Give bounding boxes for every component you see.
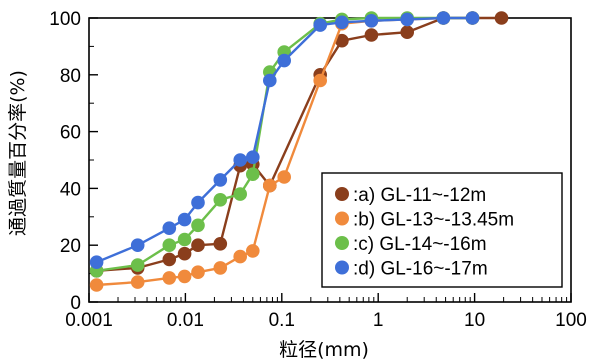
data-point (213, 193, 228, 207)
legend-marker (335, 211, 349, 226)
series-line (96, 16, 473, 264)
data-point (233, 153, 247, 167)
data-point (177, 269, 192, 284)
legend-marker (335, 187, 349, 201)
y-tick-label: 100 (49, 9, 81, 30)
x-tick-label: 0.001 (65, 310, 113, 331)
legend-label: :c) GL-14~-16m (353, 234, 487, 255)
legend-box (321, 172, 563, 288)
data-point (89, 255, 104, 269)
data-point (277, 170, 292, 184)
legend-label: :d) GL-16~-17m (353, 259, 488, 280)
y-axis-title: 通過質量百分率(%) (7, 70, 29, 236)
data-point (162, 221, 177, 235)
data-point (263, 73, 277, 88)
data-point (191, 265, 205, 280)
series-d (89, 11, 480, 269)
data-point (436, 11, 451, 25)
x-tick-label: 100 (555, 310, 587, 331)
data-point (263, 178, 277, 193)
data-point (277, 53, 292, 68)
data-point (246, 150, 260, 164)
data-point (162, 252, 177, 267)
data-point (494, 11, 509, 25)
legend-label: :a) GL-11~-12m (353, 185, 486, 206)
y-tick-label: 20 (60, 236, 81, 257)
x-tick-label: 0.01 (167, 310, 204, 331)
data-point (335, 15, 349, 30)
data-point (177, 212, 192, 227)
legend-marker (335, 236, 349, 250)
data-point (364, 13, 379, 28)
data-point (246, 167, 260, 181)
x-tick-label: 10 (464, 310, 485, 331)
data-series (89, 11, 509, 292)
y-tick-label: 80 (60, 66, 81, 87)
data-point (191, 195, 205, 210)
data-point (400, 25, 415, 39)
legend: :a) GL-11~-12m :b) GL-13~-13.45m :c) GL-14… (321, 172, 563, 288)
data-point (335, 33, 349, 48)
data-point (191, 238, 205, 252)
axes: 0.001 0.01 0.1 1 10 100 0 20 40 60 80 100 (49, 9, 587, 331)
data-point (130, 275, 145, 289)
data-point (130, 258, 145, 272)
data-point (177, 232, 192, 247)
data-point (162, 238, 177, 252)
x-axis-title: 粒径(mm) (279, 339, 369, 361)
data-point (130, 238, 145, 252)
data-point (233, 187, 247, 201)
data-point (400, 12, 415, 27)
x-tick-label: 0.1 (269, 310, 295, 331)
data-point (213, 237, 228, 251)
data-point (313, 73, 328, 88)
data-point (465, 11, 480, 25)
data-point (213, 261, 228, 275)
data-point (213, 173, 228, 187)
data-point (162, 271, 177, 285)
data-point (89, 278, 104, 292)
data-point (177, 246, 192, 261)
data-point (246, 244, 260, 258)
series-line (96, 16, 502, 272)
data-point (364, 28, 379, 42)
y-tick-label: 0 (70, 293, 81, 314)
x-tick-label: 1 (373, 310, 384, 331)
y-tick-label: 60 (60, 123, 81, 144)
legend-label: :b) GL-13~-13.45m (353, 210, 514, 231)
data-point (313, 18, 328, 32)
data-point (233, 249, 247, 264)
data-point (191, 218, 205, 233)
y-tick-label: 40 (60, 179, 81, 200)
legend-marker (335, 260, 349, 275)
